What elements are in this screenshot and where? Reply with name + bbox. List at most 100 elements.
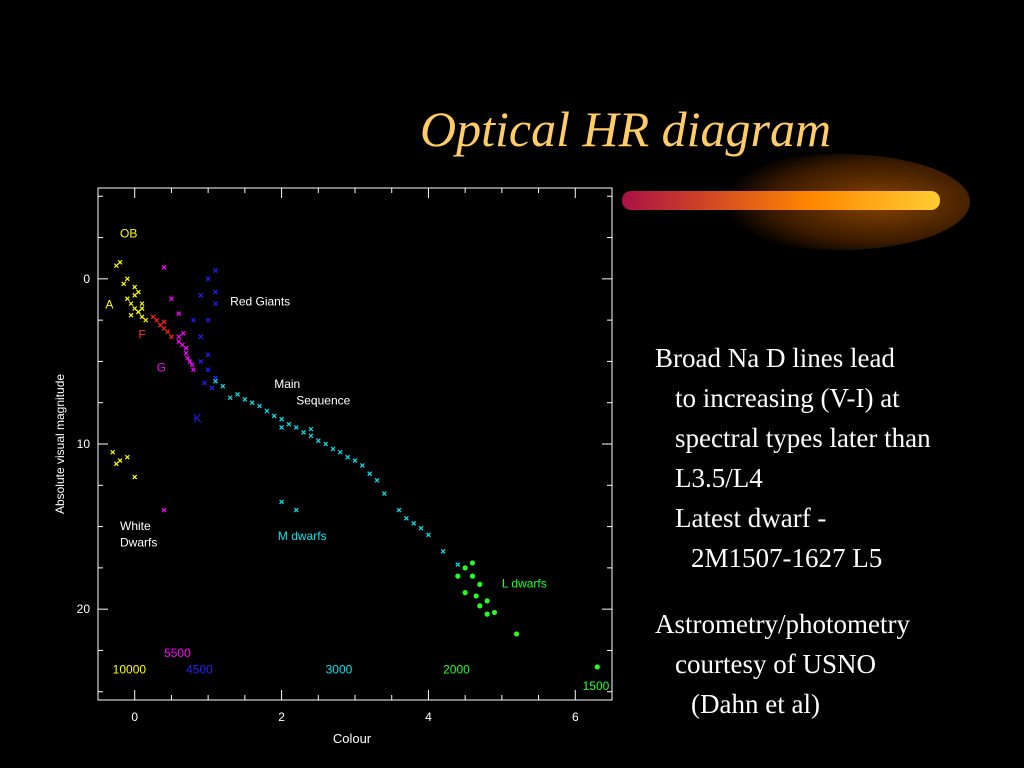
data-point-f bbox=[157, 322, 163, 328]
data-point-main-sequence bbox=[271, 413, 277, 419]
data-point-m-dwarfs bbox=[279, 499, 284, 505]
data-point-ob bbox=[139, 306, 145, 311]
data-point-f bbox=[150, 314, 156, 320]
annotation-label: M dwarfs bbox=[278, 529, 327, 543]
annotation-label: Sequence bbox=[296, 393, 350, 407]
annotation-label: 2000 bbox=[443, 663, 470, 677]
data-point-main-sequence bbox=[330, 446, 336, 452]
annotation-label: 3000 bbox=[326, 663, 353, 677]
data-point-a bbox=[143, 317, 149, 323]
body-line: 2M1507-1627 L5 bbox=[691, 543, 883, 573]
body-paragraph: Broad Na D lines lead to increasing (V-I)… bbox=[655, 338, 1015, 578]
credit-paragraph: Astrometry/photometry courtesy of USNO (Da… bbox=[655, 604, 1015, 724]
data-point-l-dwarfs bbox=[477, 603, 483, 609]
data-point-g bbox=[180, 342, 185, 348]
data-point-l-dwarfs bbox=[491, 609, 498, 616]
data-point-g bbox=[183, 345, 189, 351]
data-point-main-sequence bbox=[279, 416, 284, 422]
data-point-main-sequence bbox=[315, 438, 321, 444]
data-point-main-sequence bbox=[337, 449, 343, 455]
annotation-label: 4500 bbox=[186, 663, 213, 677]
annotation-label: 10000 bbox=[113, 663, 147, 677]
data-point-g bbox=[180, 330, 186, 336]
x-tick-label: 0 bbox=[131, 710, 138, 724]
annotation-label: White bbox=[120, 519, 151, 533]
data-point-f bbox=[161, 325, 167, 331]
data-point-main-sequence bbox=[367, 471, 373, 477]
decorative-swoosh bbox=[622, 154, 970, 250]
x-axis-label: Colour bbox=[333, 731, 372, 746]
data-point-k bbox=[213, 268, 218, 274]
data-point-k bbox=[205, 367, 211, 373]
body-line: Broad Na D lines lead bbox=[655, 343, 895, 373]
annotation-label: F bbox=[138, 327, 145, 341]
body-line: spectral types later than bbox=[675, 423, 931, 453]
y-tick-label: 20 bbox=[77, 602, 91, 616]
annotation-label: 1500 bbox=[583, 679, 610, 693]
data-point-a bbox=[139, 314, 145, 320]
data-point-l-dwarfs bbox=[455, 573, 461, 579]
data-point-l-dwarfs bbox=[469, 560, 476, 566]
data-point-m-dwarfs bbox=[418, 525, 424, 531]
data-point-g bbox=[176, 311, 182, 316]
y-tick-label: 0 bbox=[83, 272, 90, 286]
annotation-label: Main bbox=[274, 377, 300, 391]
data-point-main-sequence bbox=[352, 458, 358, 463]
x-tick-label: 4 bbox=[425, 710, 432, 724]
data-point-l-dwarfs bbox=[477, 581, 483, 587]
data-point-white-dwarfs bbox=[113, 461, 119, 467]
data-point-main-sequence bbox=[301, 430, 307, 435]
data-point-l-dwarfs bbox=[462, 590, 468, 596]
data-point-ob bbox=[124, 296, 130, 302]
annotation-label: OB bbox=[120, 227, 137, 241]
y-tick-label: 10 bbox=[77, 437, 91, 451]
data-point-main-sequence bbox=[257, 403, 262, 409]
data-point-g bbox=[176, 339, 182, 345]
data-point-main-sequence bbox=[279, 425, 284, 430]
data-point-ob bbox=[124, 276, 130, 282]
data-point-m-dwarfs bbox=[381, 491, 387, 496]
data-point-k bbox=[198, 334, 204, 340]
data-point-main-sequence bbox=[345, 454, 351, 460]
annotation-label: Dwarfs bbox=[120, 535, 157, 549]
data-point-k bbox=[213, 301, 218, 307]
data-point-k bbox=[213, 289, 218, 295]
data-point-a bbox=[139, 301, 145, 307]
data-point-g bbox=[161, 507, 167, 513]
data-point-ob bbox=[132, 292, 138, 298]
data-point-g bbox=[187, 358, 193, 364]
data-point-a bbox=[128, 312, 134, 318]
data-point-white-dwarfs bbox=[124, 454, 130, 460]
data-point-g bbox=[185, 355, 191, 361]
body-line: L3.5/L4 bbox=[675, 463, 763, 493]
data-point-f bbox=[154, 317, 160, 323]
x-tick-label: 6 bbox=[572, 710, 579, 724]
slide-title: Optical HR diagram bbox=[420, 101, 832, 157]
annotation-label: 5500 bbox=[164, 646, 191, 660]
data-point-main-sequence bbox=[293, 425, 299, 430]
data-point-l-dwarfs bbox=[462, 565, 468, 571]
data-point-main-sequence bbox=[220, 383, 226, 389]
data-point-g bbox=[189, 362, 195, 368]
data-point-white-dwarfs bbox=[132, 474, 138, 480]
data-point-f bbox=[161, 319, 167, 325]
data-point-l-dwarfs bbox=[484, 598, 490, 604]
data-point-m-dwarfs bbox=[455, 562, 461, 567]
data-point-m-dwarfs bbox=[426, 532, 431, 538]
credit-line: (Dahn et al) bbox=[691, 689, 820, 719]
data-point-white-dwarfs bbox=[117, 458, 123, 463]
data-point-main-sequence bbox=[242, 396, 248, 402]
data-point-m-dwarfs bbox=[293, 507, 299, 513]
data-point-g bbox=[169, 296, 174, 302]
body-line: Latest dwarf - bbox=[675, 503, 827, 533]
data-point-g bbox=[183, 350, 189, 356]
data-point-main-sequence bbox=[235, 392, 240, 397]
annotation-label: A bbox=[105, 298, 113, 312]
data-point-main-sequence bbox=[323, 441, 329, 447]
data-point-k bbox=[198, 358, 204, 364]
y-axis-label: Absolute visual magnitude bbox=[53, 374, 67, 514]
data-point-l-dwarfs bbox=[594, 664, 600, 670]
plot-frame bbox=[97, 187, 613, 701]
data-point-k bbox=[209, 385, 215, 391]
data-point-m-dwarfs bbox=[440, 548, 446, 554]
